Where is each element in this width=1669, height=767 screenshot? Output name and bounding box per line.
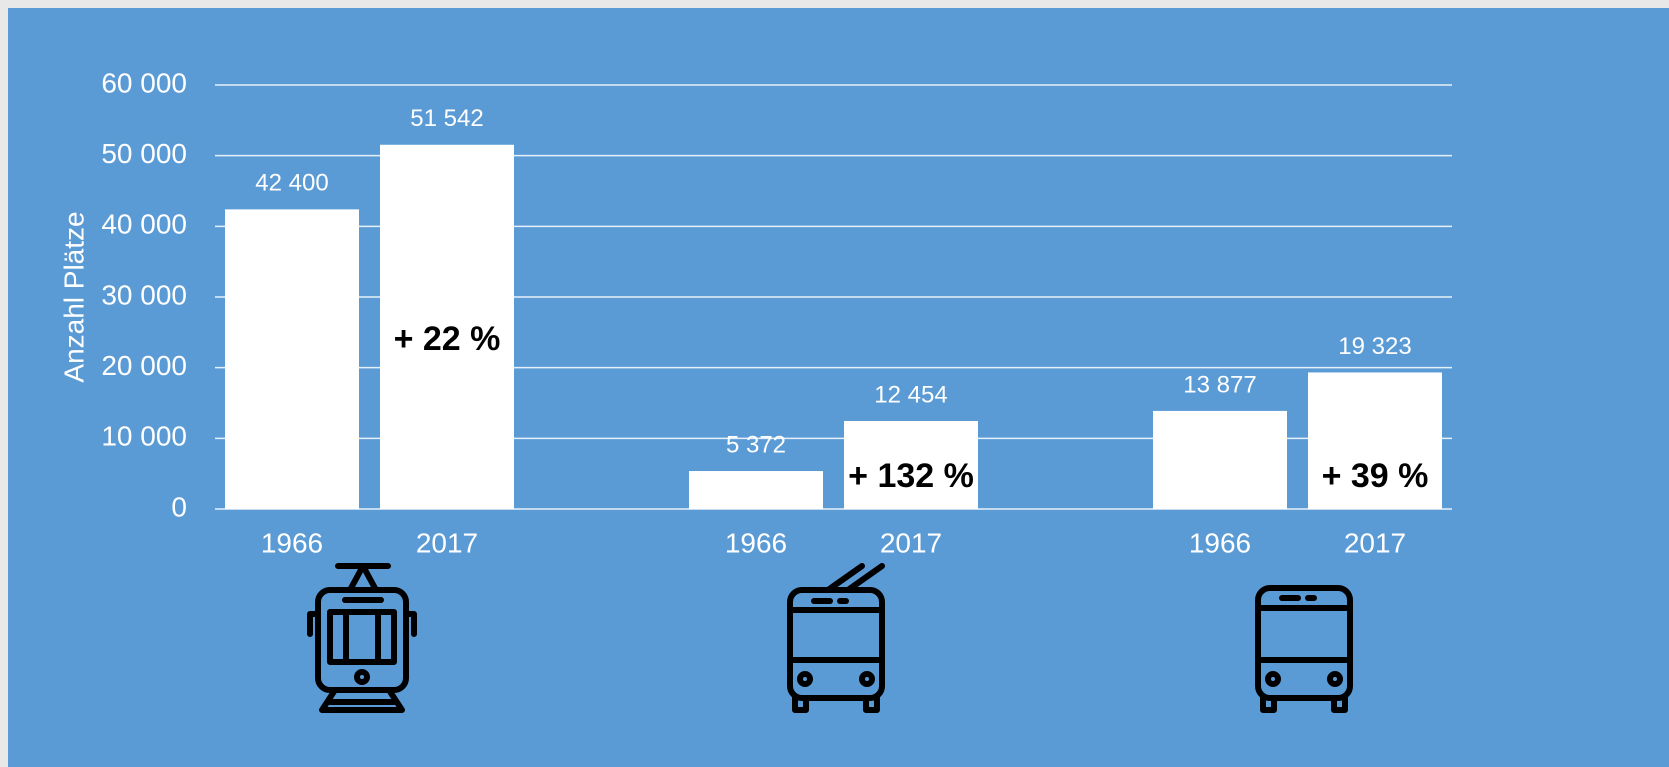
bar bbox=[1308, 372, 1442, 509]
x-tick-label: 1966 bbox=[1189, 527, 1251, 558]
value-label: 19 323 bbox=[1338, 333, 1411, 360]
bar bbox=[1153, 410, 1287, 509]
value-label: 12 454 bbox=[874, 381, 947, 408]
x-tick-label: 2017 bbox=[416, 527, 478, 558]
x-tick-label: 2017 bbox=[1344, 527, 1406, 558]
bar bbox=[844, 420, 978, 509]
annotation: + 132 % bbox=[848, 457, 974, 495]
y-tick-label: 60 000 bbox=[101, 67, 187, 98]
tram-icon bbox=[307, 563, 417, 713]
x-tick-label: 2017 bbox=[880, 527, 942, 558]
value-label: 51 542 bbox=[410, 105, 483, 132]
y-axis-label: Anzahl Plätze bbox=[58, 211, 89, 382]
value-label: 5 372 bbox=[726, 431, 786, 458]
bus-icon bbox=[1255, 585, 1353, 713]
annotation: + 22 % bbox=[394, 320, 501, 358]
bar bbox=[380, 144, 514, 509]
annotation: + 39 % bbox=[1322, 457, 1429, 495]
x-tick-label: 1966 bbox=[261, 527, 323, 558]
bar bbox=[689, 471, 823, 509]
y-tick-label: 10 000 bbox=[101, 421, 187, 452]
trolleybus-icon bbox=[787, 563, 885, 713]
value-label: 42 400 bbox=[255, 170, 328, 197]
bar bbox=[225, 209, 359, 509]
y-tick-label: 30 000 bbox=[101, 279, 187, 310]
y-tick-label: 20 000 bbox=[101, 350, 187, 381]
value-label: 13 877 bbox=[1183, 371, 1256, 398]
y-tick-label: 50 000 bbox=[101, 138, 187, 169]
x-tick-label: 1966 bbox=[725, 527, 787, 558]
y-tick-label: 0 bbox=[171, 491, 187, 522]
y-tick-label: 40 000 bbox=[101, 209, 187, 240]
